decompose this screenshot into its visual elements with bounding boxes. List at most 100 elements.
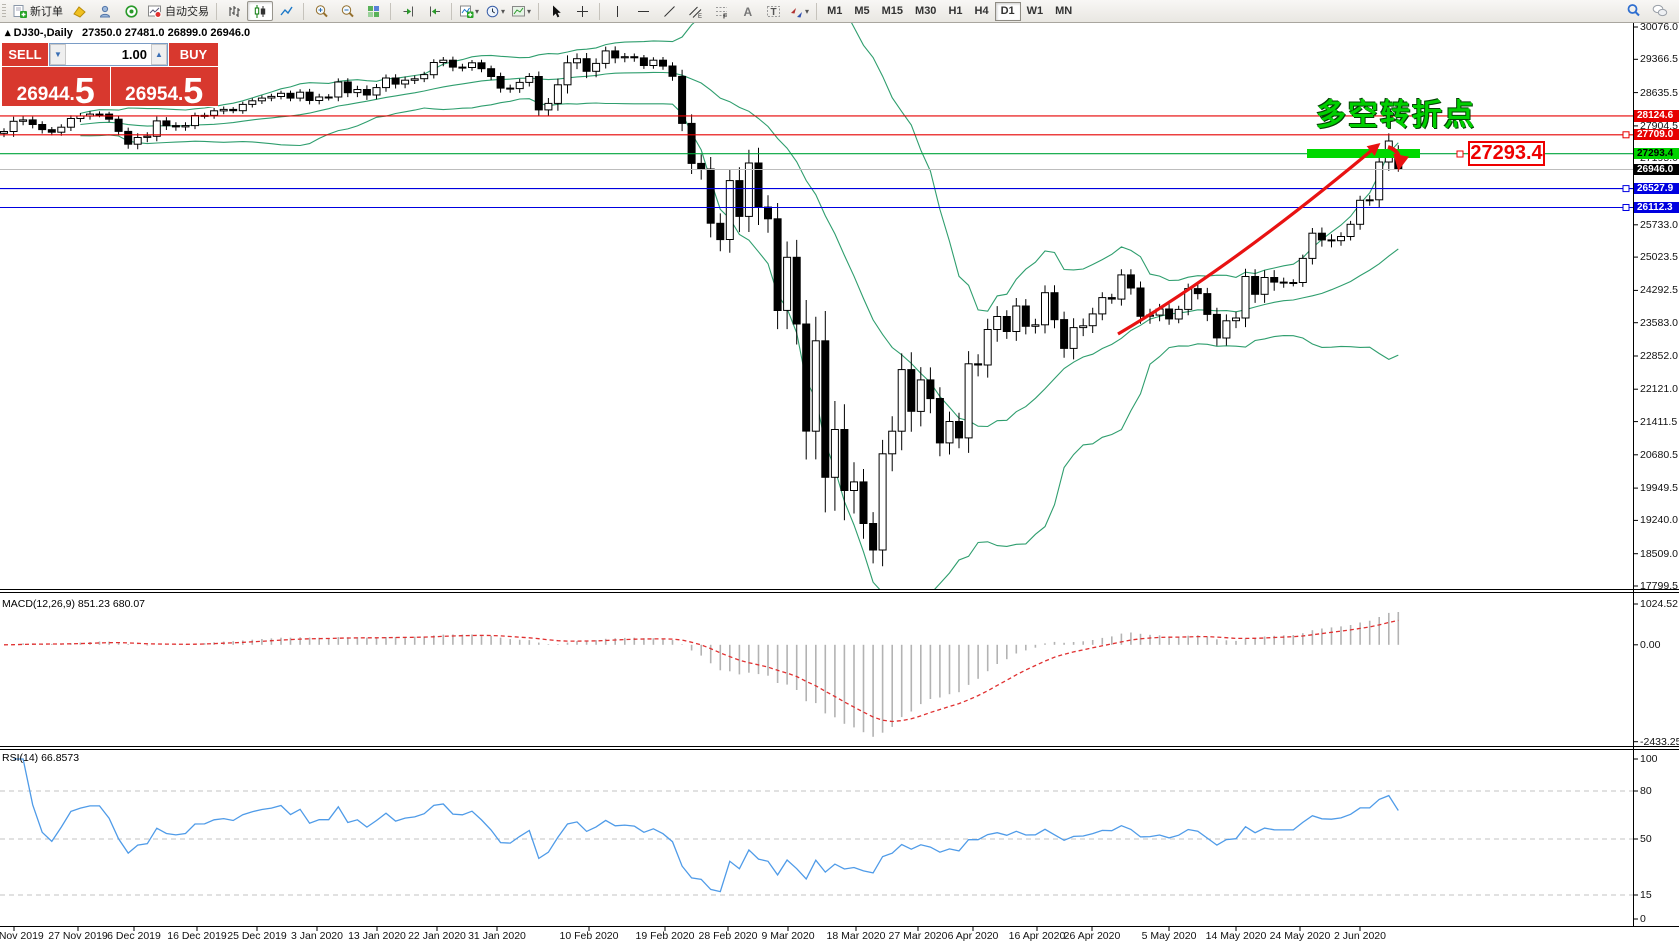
vertical-line-button[interactable] <box>604 1 630 21</box>
chart-shift-icon <box>429 6 440 16</box>
svg-text:T: T <box>770 7 776 18</box>
dropdown-caret-icon: ▾ <box>475 6 480 16</box>
toolbar-separator <box>451 2 452 20</box>
buy-price-display[interactable]: 26954. 5 <box>110 67 218 109</box>
crosshair-button[interactable] <box>569 1 595 21</box>
volume-decrease-button[interactable]: ▼ <box>50 44 66 65</box>
line-chart-button[interactable] <box>273 1 299 21</box>
dropdown-caret-icon: ▾ <box>501 6 506 16</box>
autotrading-label: 自动交易 <box>165 6 209 18</box>
buy-button[interactable]: BUY <box>169 43 218 66</box>
trendline-icon <box>663 5 675 17</box>
sell-price-big-digit: 5 <box>74 70 95 111</box>
trendline-button[interactable] <box>656 1 682 21</box>
search-button[interactable] <box>1621 1 1647 21</box>
mql5-community-button[interactable] <box>92 1 118 21</box>
templates-button[interactable]: ▾ <box>508 1 534 21</box>
text-button[interactable]: A <box>734 1 760 21</box>
cursor-button[interactable] <box>543 1 569 21</box>
horizontal-line-icon <box>637 10 649 12</box>
signals-button[interactable] <box>118 1 144 21</box>
timeframe-button-mn[interactable]: MN <box>1055 5 1073 17</box>
channel-button[interactable]: E <box>682 1 708 21</box>
chart-symbol-period: DJ30-,Daily <box>13 27 73 39</box>
fibonacci-icon: F <box>715 6 728 19</box>
toolbar-drag-handle <box>2 4 6 18</box>
volume-increase-button[interactable]: ▲ <box>151 44 167 65</box>
timeframe-button-m15[interactable]: M15 <box>881 5 904 17</box>
toolbar-separator <box>599 2 601 20</box>
indicators-button[interactable]: ▾ <box>456 1 482 21</box>
zoom-in-icon <box>315 4 328 17</box>
text-icon: A <box>743 5 752 19</box>
new-order-icon <box>13 4 27 18</box>
horizontal-line-button[interactable] <box>630 1 656 21</box>
dropdown-caret-icon: ▾ <box>805 6 810 16</box>
candlestick-chart-button[interactable] <box>247 1 273 21</box>
svg-text:E: E <box>698 14 702 19</box>
svg-text:A: A <box>743 5 752 19</box>
toolbar: 新订单 自动交易 ▾ ▾ ▾ E F A T ▾ M1 M5 M15 M30 H1 H4 D… <box>0 0 1679 23</box>
toolbar-separator <box>303 2 304 20</box>
chat-button[interactable] <box>1647 1 1673 21</box>
timeframe-button-m5[interactable]: M5 <box>854 5 870 17</box>
tile-windows-button[interactable] <box>360 1 386 21</box>
mql5-community-icon <box>99 5 110 17</box>
timeframe-button-h4[interactable]: H4 <box>974 5 989 17</box>
candlestick-chart-icon <box>254 4 265 18</box>
sell-price-main: 26944. <box>16 84 75 105</box>
chart-shift-button[interactable] <box>421 1 447 21</box>
dropdown-caret-icon: ▾ <box>527 6 532 16</box>
toolbar-separator <box>390 2 391 20</box>
chart-area[interactable]: 30076.0 29366.5 28635.5 27904.5 27195.0 26464… <box>0 21 1679 944</box>
periods-clock-icon <box>486 5 499 17</box>
bar-chart-button[interactable] <box>221 1 247 21</box>
autotrading-icon <box>148 5 162 18</box>
timeframe-buttons: M1 M5 M15 M30 H1 H4 D1 W1 MN <box>821 1 1078 21</box>
text-label-icon: T <box>766 5 780 18</box>
chart-title-marker: ▴ <box>5 27 14 39</box>
volume-input[interactable] <box>66 44 151 65</box>
sell-button[interactable]: SELL <box>2 43 48 66</box>
toolbar-separator <box>538 2 540 20</box>
timeframe-button-d1[interactable]: D1 <box>994 1 1021 21</box>
bar-chart-icon <box>229 5 240 17</box>
new-chart-button[interactable] <box>66 1 92 21</box>
timeframe-button-m30[interactable]: M30 <box>915 5 937 17</box>
tile-windows-icon <box>367 5 379 17</box>
vertical-line-icon <box>616 5 618 17</box>
turning-point-annotation: 多空转折点 <box>1316 99 1476 132</box>
templates-icon <box>512 5 526 16</box>
new-chart-icon <box>72 5 86 18</box>
chart-title: ▴ DJ30-,Daily 27350.0 27481.0 26899.0 26… <box>5 26 250 39</box>
arrows-icon <box>791 7 803 17</box>
volume-control: ▼ ▲ <box>49 43 168 66</box>
timeframe-button-m1[interactable]: M1 <box>827 5 843 17</box>
line-chart-icon <box>279 6 293 15</box>
auto-scroll-button[interactable] <box>395 1 421 21</box>
timeframe-button-w1[interactable]: W1 <box>1026 5 1044 17</box>
indicators-icon <box>460 5 474 18</box>
periods-button[interactable]: ▾ <box>482 1 508 21</box>
arrows-button[interactable]: ▾ <box>786 1 812 21</box>
fibonacci-button[interactable]: F <box>708 1 734 21</box>
toolbar-separator <box>816 2 818 20</box>
text-label-button[interactable]: T <box>760 1 786 21</box>
zoom-in-button[interactable] <box>308 1 334 21</box>
new-order-label: 新订单 <box>30 6 63 18</box>
toolbar-separator <box>216 2 217 20</box>
cursor-icon <box>552 5 561 17</box>
timeframe-button-h1[interactable]: H1 <box>948 5 963 17</box>
signals-icon <box>124 4 138 18</box>
autotrading-button[interactable]: 自动交易 <box>144 1 212 21</box>
new-order-button[interactable]: 新订单 <box>9 1 66 21</box>
channel-icon: E <box>688 6 702 19</box>
price-callout-box[interactable]: 27293.4 <box>1468 141 1545 166</box>
sell-price-display[interactable]: 26944. 5 <box>2 67 110 111</box>
zoom-out-button[interactable] <box>334 1 360 21</box>
search-icon <box>1627 4 1640 17</box>
chart-ohlc-values: 27350.0 27481.0 26899.0 26946.0 <box>81 27 251 39</box>
zoom-out-icon <box>341 4 354 17</box>
chat-icon <box>1652 4 1668 17</box>
